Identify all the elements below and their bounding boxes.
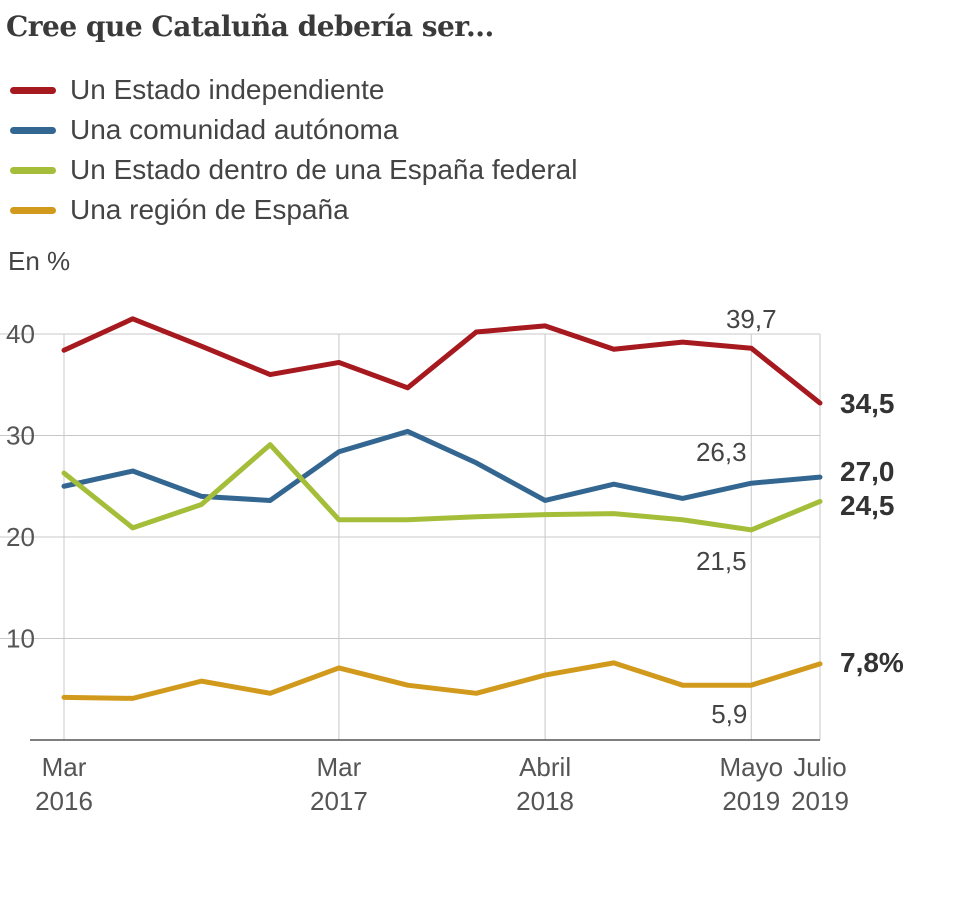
end-label-autonoma: 27,0 — [840, 456, 895, 487]
x-tick-label: 2016 — [35, 786, 93, 816]
end-label-independiente: 34,5 — [840, 388, 895, 419]
data-label-region: 5,9 — [711, 699, 747, 729]
data-label-autonoma: 26,3 — [696, 437, 747, 467]
legend-swatch-region — [10, 206, 56, 214]
x-tick-label: Mar — [317, 752, 362, 782]
legend-item-autonoma: Una comunidad autónoma — [10, 110, 577, 150]
data-label-federal: 21,5 — [696, 546, 747, 576]
legend: Un Estado independiente Una comunidad au… — [10, 70, 577, 230]
end-label-federal: 24,5 — [840, 490, 895, 521]
legend-swatch-autonoma — [10, 126, 56, 134]
chart-title: Cree que Cataluña debería ser... — [6, 10, 494, 43]
y-tick-label: 20 — [6, 522, 35, 552]
data-label-independiente: 39,7 — [726, 304, 777, 334]
legend-label: Un Estado independiente — [70, 74, 385, 105]
y-tick-label: 30 — [6, 421, 35, 451]
y-unit-label: En % — [8, 246, 71, 276]
x-tick-label: Mayo — [719, 752, 783, 782]
x-tick-label: 2018 — [516, 786, 574, 816]
series-line-autonoma — [61, 428, 823, 503]
legend-item-federal: Un Estado dentro de una España federal — [10, 150, 577, 190]
legend-item-region: Una región de España — [10, 190, 577, 230]
x-tick-label: 2017 — [310, 786, 368, 816]
y-tick-label: 40 — [6, 319, 35, 349]
legend-swatch-independiente — [10, 86, 56, 94]
series-line-region — [61, 660, 823, 701]
x-tick-label: 2019 — [791, 786, 849, 816]
x-tick-label: 2019 — [722, 786, 780, 816]
y-tick-label: 10 — [6, 624, 35, 654]
x-tick-label: Abril — [519, 752, 571, 782]
series-line-federal — [61, 442, 823, 533]
x-tick-label: Julio — [793, 752, 846, 782]
end-label-region: 7,8% — [840, 647, 904, 678]
legend-swatch-federal — [10, 166, 56, 174]
legend-label: Una comunidad autónoma — [70, 114, 399, 145]
legend-label: Una región de España — [70, 194, 349, 225]
legend-label: Un Estado dentro de una España federal — [70, 154, 578, 185]
legend-item-independiente: Un Estado independiente — [10, 70, 577, 110]
x-tick-label: Mar — [42, 752, 87, 782]
series-line-independiente — [61, 316, 823, 406]
